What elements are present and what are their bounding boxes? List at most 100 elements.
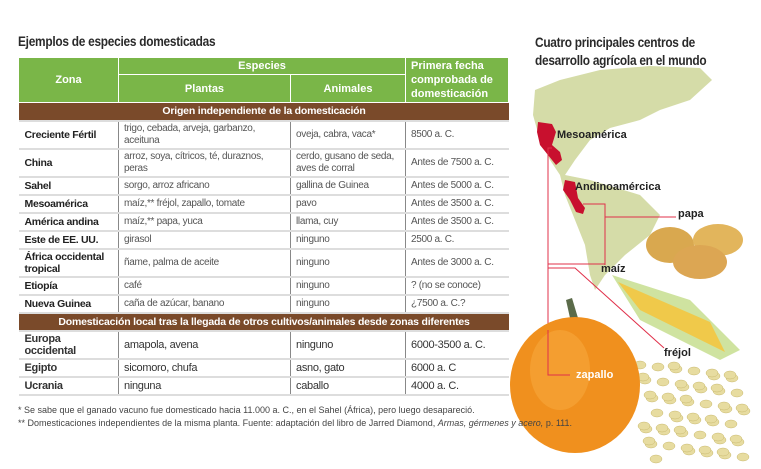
table-row: China arroz, soya, cítricos, té, duraznos… xyxy=(18,148,509,178)
bean xyxy=(661,392,675,402)
bean xyxy=(719,404,733,414)
bean xyxy=(638,375,652,385)
bean xyxy=(686,412,700,422)
map-title: Cuatro principales centros de desarrollo… xyxy=(535,35,707,68)
cell-zona: China xyxy=(18,148,119,178)
col-zona: Zona xyxy=(18,57,119,103)
cell-plantas: arroz, soya, cítricos, té, duraznos, per… xyxy=(118,148,291,178)
bean xyxy=(731,437,745,447)
label-andinoamerica: Andinoamércica xyxy=(575,181,661,193)
bean xyxy=(662,441,676,451)
table-row: África occidental tropical ñame, palma de… xyxy=(18,248,509,278)
cell-fecha: Antes de 7500 a. C. xyxy=(405,148,509,178)
cell-fecha: Antes de 3500 a. C. xyxy=(405,194,509,214)
bean xyxy=(705,368,719,378)
table-row: Mesoamérica maíz,** fréjol, zapallo, toma… xyxy=(18,194,509,214)
cell-plantas: caña de azúcar, banano xyxy=(118,294,291,314)
cell-zona: Ucrania xyxy=(18,376,119,396)
cell-zona: Nueva Guinea xyxy=(18,294,119,314)
bean xyxy=(724,419,738,429)
cell-fecha: 8500 a. C. xyxy=(405,120,509,150)
bean xyxy=(682,446,696,456)
table-row: Sahel sorgo, arroz africano gallina de Gui… xyxy=(18,176,509,196)
cell-animales: ninguno xyxy=(289,276,406,296)
cell-animales: pavo xyxy=(289,194,406,214)
cell-zona: América andina xyxy=(18,212,119,232)
table-title: Ejemplos de especies domesticadas xyxy=(18,34,216,49)
bean xyxy=(693,430,707,440)
cell-animales: oveja, cabra, vaca* xyxy=(289,120,406,150)
bean xyxy=(687,366,701,376)
americas-map xyxy=(533,66,712,290)
cell-animales: ninguno xyxy=(289,294,406,314)
bean xyxy=(676,382,690,392)
cell-fecha: ¿7500 a. C.? xyxy=(405,294,509,314)
label-mesoamerica: Mesoamérica xyxy=(557,129,627,141)
species-table: Zona Especies Primera fecha comprobada de … xyxy=(18,57,510,396)
bean xyxy=(723,370,737,380)
bean xyxy=(639,424,653,434)
bean xyxy=(656,377,670,387)
bean xyxy=(737,406,751,416)
table-row: Creciente Fértil trigo, cebada, arveja, g… xyxy=(18,120,509,150)
table-row: Ucrania ninguna caballo 4000 a. C. xyxy=(18,376,509,396)
label-maiz: maíz xyxy=(601,263,626,275)
section-header: Domesticación local tras la llegada de o… xyxy=(18,312,509,332)
table-row: Nueva Guinea caña de azúcar, banano ningun… xyxy=(18,294,509,314)
cell-zona: Etiopía xyxy=(18,276,119,296)
bean xyxy=(704,414,718,424)
cell-fecha: 4000 a. C. xyxy=(405,376,509,396)
cell-animales: gallina de Guinea xyxy=(289,176,406,196)
cell-zona: Egipto xyxy=(18,358,119,378)
bean xyxy=(668,410,682,420)
table-row: Etiopía café ninguno? (no se conoce) xyxy=(18,276,509,296)
bean xyxy=(642,436,656,446)
bean xyxy=(730,388,744,398)
cell-fecha: 6000-3500 a. C. xyxy=(405,330,509,360)
footnote-1: * Se sabe que el ganado vacuno fue domes… xyxy=(18,404,475,415)
cell-plantas: maíz,** fréjol, zapallo, tomate xyxy=(118,194,291,214)
cell-fecha: Antes de 3000 a. C. xyxy=(405,248,509,278)
bean xyxy=(692,381,706,391)
bean xyxy=(706,417,720,427)
label-papa: papa xyxy=(678,208,704,220)
col-fecha: Primera fecha comprobada de domesticació… xyxy=(405,57,510,103)
footnote-2: ** Domesticaciones independientes de la … xyxy=(18,417,572,428)
cell-plantas: ñame, palma de aceite xyxy=(118,248,291,278)
cell-plantas: trigo, cebada, arveja, garbanzo, aceitun… xyxy=(118,120,291,150)
cell-fecha: Antes de 3500 a. C. xyxy=(405,212,509,232)
bean xyxy=(717,401,731,411)
bean xyxy=(657,426,671,436)
bean xyxy=(675,428,689,438)
bean xyxy=(694,384,708,394)
bean xyxy=(649,454,663,464)
cell-plantas: sorgo, arroz africano xyxy=(118,176,291,196)
bean xyxy=(674,379,688,389)
cell-plantas: girasol xyxy=(118,230,291,250)
cell-plantas: ninguna xyxy=(118,376,291,396)
col-animales: Animales xyxy=(289,74,407,103)
cell-plantas: amapola, avena xyxy=(118,330,291,360)
cell-plantas: maíz,** papa, yuca xyxy=(118,212,291,232)
table-row: Egipto sicomoro, chufa asno, gato 6000 a. C xyxy=(18,358,509,378)
cell-animales: cerdo, gusano de seda, aves de corral xyxy=(289,148,406,178)
cell-fecha: 6000 a. C xyxy=(405,358,509,378)
cell-animales: asno, gato xyxy=(289,358,406,378)
bean xyxy=(711,432,725,442)
cell-plantas: sicomoro, chufa xyxy=(118,358,291,378)
bean xyxy=(712,386,726,396)
cell-plantas: café xyxy=(118,276,291,296)
bean xyxy=(713,435,727,445)
col-plantas: Plantas xyxy=(118,74,291,103)
bean xyxy=(735,403,749,413)
bean xyxy=(650,408,664,418)
cell-animales: ninguno xyxy=(289,230,406,250)
bean xyxy=(688,415,702,425)
label-frejol: fréjol xyxy=(664,347,691,359)
beans-image xyxy=(633,360,751,464)
bean xyxy=(698,445,712,455)
cell-animales: llama, cuy xyxy=(289,212,406,232)
bean xyxy=(681,397,695,407)
bean xyxy=(644,439,658,449)
bean xyxy=(699,399,713,409)
